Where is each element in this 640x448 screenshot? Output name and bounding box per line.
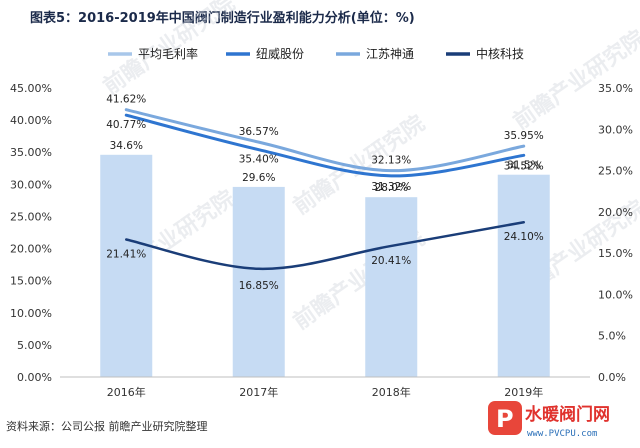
- bar-label-3: 31.5%: [507, 160, 540, 172]
- line-zhonghe-label-1: 16.85%: [239, 280, 279, 292]
- left-tick-label: 35.00%: [10, 146, 52, 159]
- legend-item: 中核科技: [446, 46, 524, 61]
- x-tick-label: 2018年: [372, 385, 411, 399]
- bar-0: [100, 154, 153, 377]
- line-jiangsu-shentong-label-2: 32.13%: [371, 155, 411, 167]
- bar-3: [497, 174, 550, 377]
- line-zhonghe-label-0: 21.41%: [106, 249, 146, 261]
- right-tick-label: 30.0%: [598, 123, 633, 136]
- legend-item: 平均毛利率: [108, 46, 198, 61]
- line-nuowei-label-2: 31.32%: [371, 181, 411, 193]
- legend-label: 中核科技: [476, 46, 524, 61]
- right-tick-label: 25.0%: [598, 165, 633, 178]
- right-axis: 0.0% 5.0% 10.0% 15.0% 20.0% 25.0% 30.0% 35.0%: [598, 82, 633, 384]
- logo-url: www.PVCPU.com: [527, 429, 597, 439]
- line-nuowei-label-0: 40.77%: [106, 119, 146, 131]
- data-labels: 34.6% 29.6% 28.0% 31.5% 40.77% 35.40% 31.32% 34…: [106, 94, 544, 292]
- legend: 平均毛利率 纽威股份 江苏神通 中核科技: [108, 46, 524, 61]
- line-nuowei-label-3: 34.52%: [504, 160, 544, 172]
- left-tick-label: 20.00%: [10, 243, 52, 256]
- left-tick-label: 40.00%: [10, 114, 52, 127]
- watermark-text: 前瞻产业研究院: [509, 25, 640, 135]
- left-tick-label: 30.00%: [10, 178, 52, 191]
- x-tick-label: 2019年: [504, 385, 543, 399]
- line-jiangsu-shentong-label-1: 36.57%: [239, 126, 279, 138]
- legend-label: 江苏神通: [366, 47, 414, 61]
- svg-text:P: P: [496, 405, 514, 433]
- bar-label-2: 28.0%: [375, 182, 408, 194]
- left-tick-label: 10.00%: [10, 307, 52, 320]
- left-tick-label: 0.00%: [17, 371, 52, 384]
- site-logo: P 水暖阀门网 www.PVCPU.com: [488, 401, 610, 439]
- legend-item: 江苏神通: [336, 47, 414, 61]
- line-zhonghe-label-3: 24.10%: [504, 231, 544, 243]
- bar-series-average-gross-margin: [100, 154, 550, 377]
- bar-label-0: 34.6%: [110, 140, 143, 152]
- source-note: 资料来源：公司公报 前瞻产业研究院整理: [6, 419, 208, 433]
- line-jiangsu-shentong-label-3: 35.95%: [504, 130, 544, 142]
- chart-title: 图表5：2016-2019年中国阀门制造行业盈利能力分析(单位：%): [30, 10, 415, 26]
- legend-item: 纽威股份: [226, 47, 304, 61]
- logo-text: 水暖阀门网: [525, 404, 610, 425]
- left-axis: 0.00% 5.00% 10.00% 15.00% 20.00% 25.00% 30.00%…: [10, 82, 52, 384]
- right-tick-label: 5.0%: [598, 330, 626, 343]
- x-tick-label: 2016年: [107, 385, 146, 399]
- line-jiangsu-shentong-label-0: 41.62%: [106, 94, 146, 106]
- right-tick-label: 35.0%: [598, 82, 633, 95]
- line-zhonghe: [125, 220, 525, 271]
- right-tick-label: 20.0%: [598, 206, 633, 219]
- right-tick-label: 0.0%: [598, 371, 626, 384]
- right-tick-label: 15.0%: [598, 247, 633, 260]
- right-tick-label: 10.0%: [598, 288, 633, 301]
- line-nuowei-label-1: 35.40%: [239, 154, 279, 166]
- line-series-group: [124, 108, 526, 271]
- line-zhonghe-label-2: 20.41%: [371, 255, 411, 267]
- bar-1: [232, 186, 285, 377]
- x-tick-label: 2017年: [239, 385, 278, 399]
- legend-label: 平均毛利率: [138, 46, 198, 61]
- bar-2: [365, 197, 418, 377]
- line-jiangsu-shentong: [124, 108, 526, 173]
- bar-label-1: 29.6%: [242, 172, 275, 184]
- pvc-logo-icon: P: [488, 401, 522, 435]
- left-tick-label: 25.00%: [10, 210, 52, 223]
- x-axis: 2016年 2017年 2018年 2019年: [60, 376, 590, 399]
- left-tick-label: 5.00%: [17, 339, 52, 352]
- line-nuowei: [124, 113, 526, 178]
- left-tick-label: 15.00%: [10, 275, 52, 288]
- legend-label: 纽威股份: [256, 47, 304, 61]
- left-tick-label: 45.00%: [10, 82, 52, 95]
